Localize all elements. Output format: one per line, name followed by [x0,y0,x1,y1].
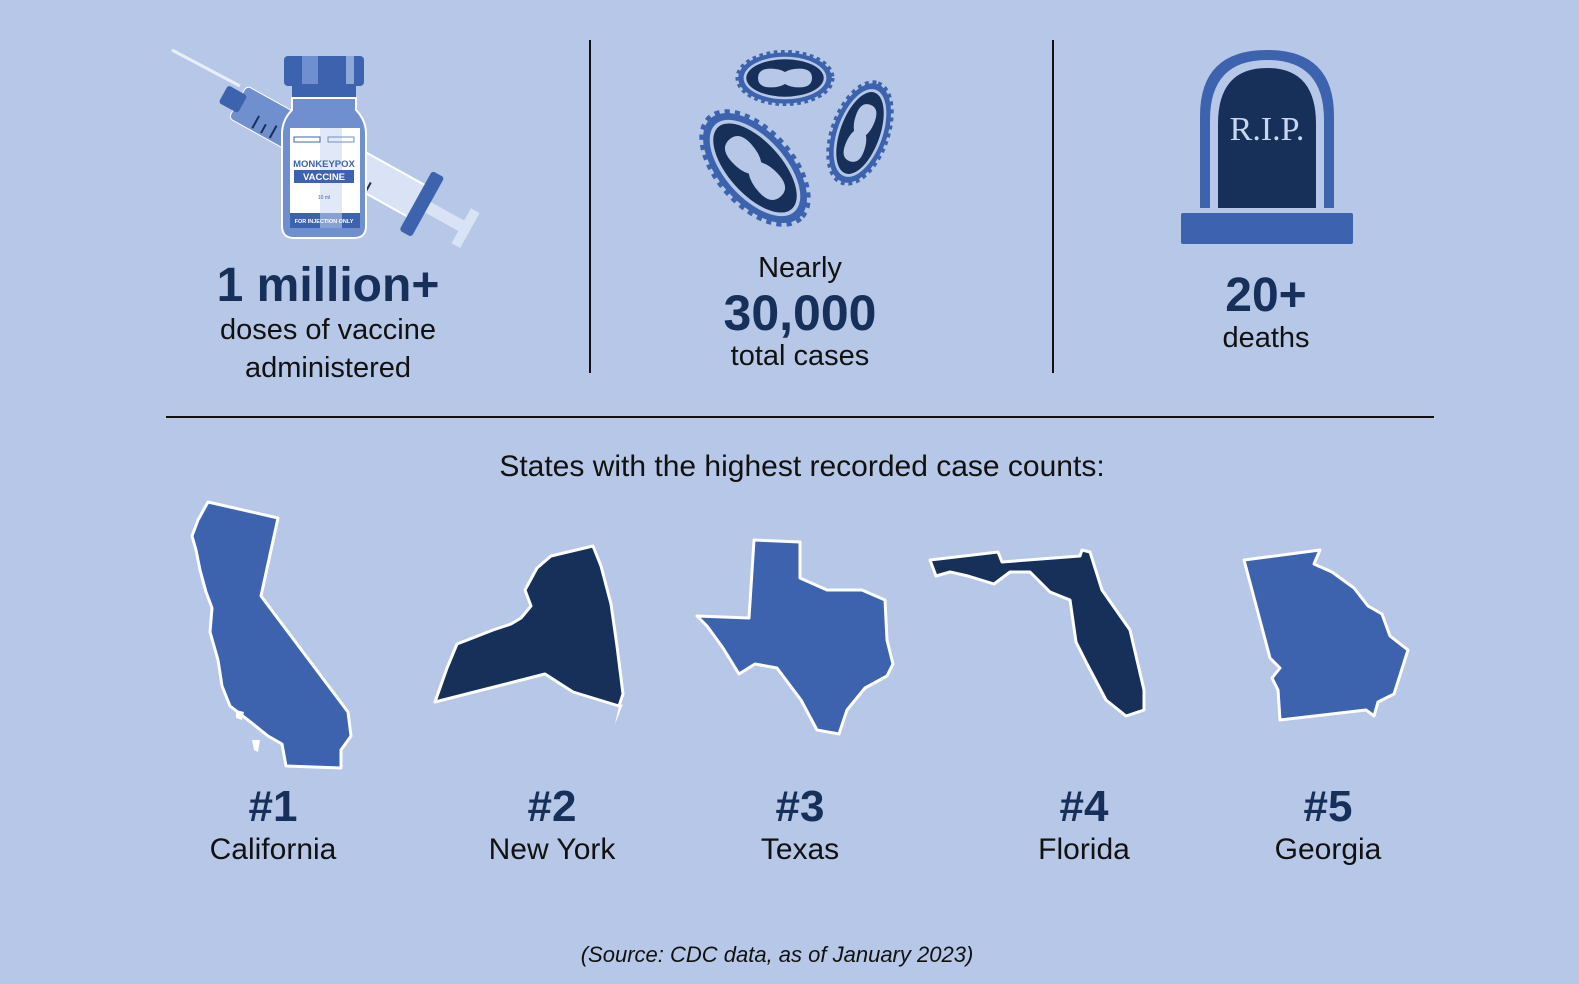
vaccine-brand-label: MONKEYPOX [293,159,355,170]
stat-vaccine: 1 million+ doses of vaccine administered [170,262,486,387]
state-rank-florida: #4 Florida [994,785,1174,871]
rank-number: #3 [775,782,825,831]
california-map-icon [190,500,353,770]
georgia-map-icon [1242,548,1410,722]
stat-prefix: Nearly [758,252,842,284]
state-rank-texas: #3 Texas [710,785,890,871]
state-name: Georgia [1274,833,1382,866]
stat-deaths: 20+ deaths [1116,272,1416,358]
stat-value: 30,000 [723,284,877,341]
divider-horizontal [166,416,1434,418]
stat-value: 20+ [1225,269,1307,322]
florida-map-icon [928,548,1146,718]
divider-vertical-left [589,40,591,373]
state-rank-georgia: #5 Georgia [1238,785,1418,871]
rank-number: #2 [527,782,577,831]
stat-value: 1 million+ [216,259,440,312]
state-name: Florida [1038,833,1130,866]
state-name: Texas [760,833,840,866]
vaccine-product-label: VACCINE [303,172,345,183]
vaccine-volume-label: 10 ml [318,195,330,201]
state-name: California [209,833,337,866]
divider-vertical-right [1052,40,1054,373]
texas-map-icon [695,538,895,736]
state-rank-new-york: #2 New York [462,785,642,871]
state-rank-california: #1 California [183,785,363,871]
tombstone-icon: R.I.P. [1181,50,1353,244]
state-name: New York [488,833,616,866]
new-york-map-icon [433,544,625,724]
rank-number: #1 [248,782,298,831]
virus-particles-icon [695,48,905,233]
states-heading: States with the highest recorded case co… [499,450,1105,483]
rank-number: #5 [1303,782,1353,831]
rip-engraving: R.I.P. [1230,111,1305,148]
stat-cases: Nearly 30,000 total cases [650,250,950,375]
source-note: (Source: CDC data, as of January 2023) [580,942,974,967]
stat-caption: total cases [730,339,870,372]
stat-caption: administered [244,351,412,384]
vaccine-vial-syringe-icon: MONKEYPOX VACCINE 10 ml FOR INJECTION ON… [171,48,480,249]
rank-number: #4 [1059,782,1109,831]
vaccine-warning-label: FOR INJECTION ONLY [295,219,354,225]
stat-caption: deaths [1222,322,1310,354]
stat-caption: doses of vaccine [219,314,436,346]
